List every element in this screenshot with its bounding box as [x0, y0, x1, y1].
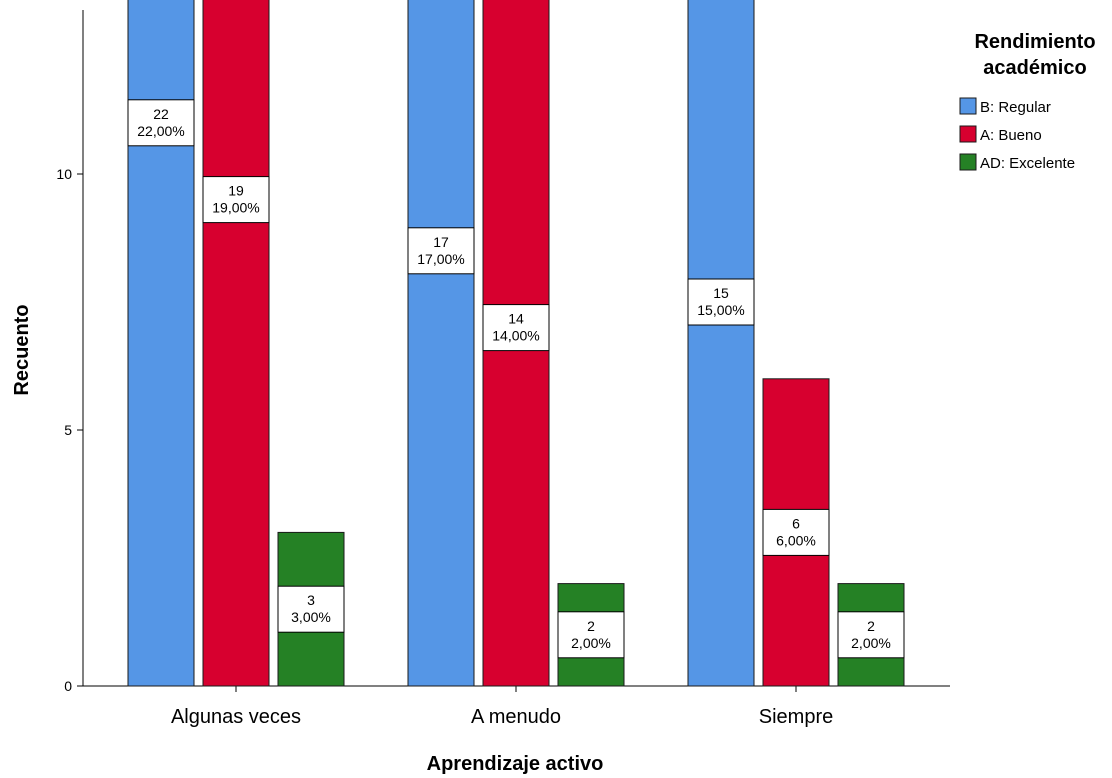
y-tick-label: 0: [64, 678, 72, 694]
legend-label: B: Regular: [980, 99, 1051, 116]
legend-items: B: Regular A: Bueno AD: Excelente: [959, 97, 1075, 172]
data-label-box: [762, 508, 830, 556]
data-label-count: 2: [587, 618, 595, 634]
bar: [687, 0, 755, 687]
legend-title-line1: Rendimiento: [974, 31, 1095, 53]
data-label: 66,00%: [762, 508, 830, 556]
legend-swatch: [959, 125, 977, 143]
data-label-count: 19: [228, 183, 244, 199]
data-label-percent: 2,00%: [851, 635, 891, 651]
data-label-count: 2: [867, 618, 875, 634]
x-tick-label: Algunas veces: [171, 706, 301, 728]
data-label-count: 22: [153, 106, 169, 122]
data-label-box: [407, 227, 475, 275]
data-labels: 2222,00%1717,00%1515,00%1919,00%1414,00%…: [127, 99, 905, 659]
data-label-count: 14: [508, 311, 524, 327]
data-label-percent: 15,00%: [697, 302, 744, 318]
legend-swatch: [959, 97, 977, 115]
data-label-percent: 22,00%: [137, 123, 184, 139]
legend-label: AD: Excelente: [980, 155, 1075, 172]
data-label-box: [837, 611, 905, 659]
y-tick-label: 10: [56, 166, 72, 182]
data-label-box: [127, 99, 195, 147]
y-axis: 0510152025: [56, 10, 84, 694]
x-tick-label: A menudo: [471, 706, 561, 728]
data-label: 33,00%: [277, 585, 345, 633]
data-label: 22,00%: [557, 611, 625, 659]
data-label-box: [687, 278, 755, 326]
x-axis-title: Aprendizaje activo: [427, 753, 604, 775]
legend: Rendimiento académico B: Regular A: Bueno…: [959, 31, 1096, 172]
legend-title-line2: académico: [983, 57, 1086, 79]
data-label-percent: 14,00%: [492, 328, 539, 344]
data-label-box: [202, 176, 270, 224]
data-label-percent: 3,00%: [291, 609, 331, 625]
bar: [407, 0, 475, 687]
y-tick-label: 5: [64, 422, 72, 438]
bar: [202, 0, 270, 687]
data-label: 22,00%: [837, 611, 905, 659]
legend-label: A: Bueno: [980, 127, 1042, 144]
data-label-count: 17: [433, 234, 449, 250]
data-label-count: 15: [713, 285, 729, 301]
x-tick-label: Siempre: [759, 706, 833, 728]
data-label-percent: 19,00%: [212, 200, 259, 216]
data-label-count: 6: [792, 515, 800, 531]
data-label-count: 3: [307, 592, 315, 608]
data-label-percent: 17,00%: [417, 251, 464, 267]
x-axis: Algunas veces A menudo Siempre: [83, 685, 950, 728]
data-label-percent: 2,00%: [571, 635, 611, 651]
data-label-box: [482, 304, 550, 352]
data-label-box: [277, 585, 345, 633]
legend-swatch: [959, 153, 977, 171]
y-axis-title: Recuento: [11, 304, 33, 395]
data-label-percent: 6,00%: [776, 532, 816, 548]
data-label-box: [557, 611, 625, 659]
